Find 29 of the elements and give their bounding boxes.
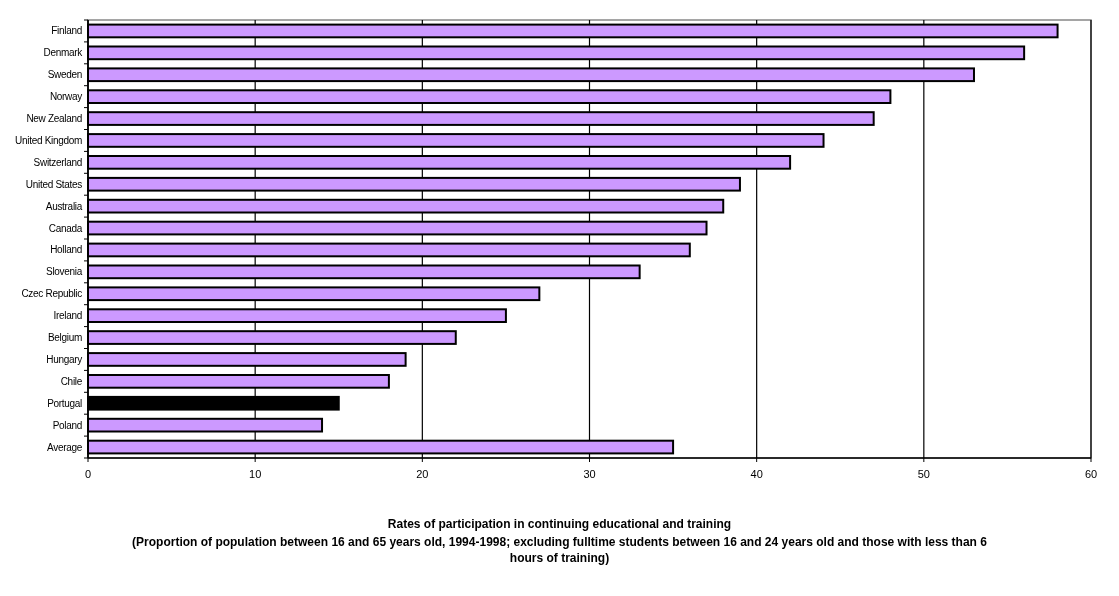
y-tick-label: United States [25,178,83,190]
y-tick-label: Switzerland [33,156,82,168]
x-tick-label: 60 [1084,468,1098,480]
x-tick-label: 50 [917,468,930,480]
text: Rates of participation in continuing educational and training [387,517,732,531]
y-tick-label: Denmark [43,47,84,59]
y-tick-label: Ireland [53,310,82,322]
y-tick-label: Portugal [47,397,83,409]
y-tick-label: Australia [45,200,83,212]
y-tick-label: Czec Republic [21,288,83,300]
x-tick-label: 0 [84,468,92,480]
y-tick-label: Chile [60,375,83,387]
y-tick-label: Belgium [47,332,82,344]
y-tick-label: Average [47,441,83,453]
x-tick-label: 40 [750,468,763,480]
y-tick-label: Slovenia [46,266,83,278]
x-tick-label: 20 [416,468,429,480]
y-tick-label: United Kingdom [15,134,82,146]
y-tick-label: Sweden [47,69,82,81]
y-tick-label: Holland [50,244,82,256]
text: (Proportion of population between 16 and 65 years old, 1994-1998; excluding fulltime students between 16 and 24 years old and those with less than 6 hours of training) [132,535,988,565]
y-tick-label: Hungary [46,353,83,365]
y-tick-label: Canada [48,222,83,234]
y-tick-label: Finland [51,25,82,37]
x-tick-label: 10 [249,468,262,480]
y-tick-label: New Zealand [26,113,82,125]
y-tick-label: Norway [49,91,83,103]
x-tick-label: 30 [583,468,596,480]
y-tick-label: Poland [52,419,82,431]
